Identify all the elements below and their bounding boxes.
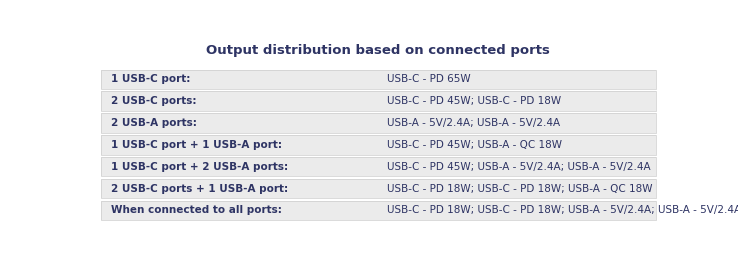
Text: USB-C - PD 45W; USB-A - 5V/2.4A; USB-A - 5V/2.4A: USB-C - PD 45W; USB-A - 5V/2.4A; USB-A -… <box>387 162 650 172</box>
Bar <box>101 157 655 177</box>
Bar <box>101 70 655 89</box>
Text: USB-C - PD 45W; USB-C - PD 18W: USB-C - PD 45W; USB-C - PD 18W <box>387 96 561 106</box>
Text: 2 USB-C ports + 1 USB-A port:: 2 USB-C ports + 1 USB-A port: <box>111 184 288 194</box>
Text: 1 USB-C port + 1 USB-A port:: 1 USB-C port + 1 USB-A port: <box>111 140 282 150</box>
Text: USB-C - PD 18W; USB-C - PD 18W; USB-A - QC 18W: USB-C - PD 18W; USB-C - PD 18W; USB-A - … <box>387 184 652 194</box>
Bar <box>101 135 655 155</box>
Bar <box>101 113 655 133</box>
Bar <box>101 201 655 220</box>
Bar <box>101 179 655 198</box>
Bar <box>101 135 655 155</box>
Text: 1 USB-C port:: 1 USB-C port: <box>111 74 190 84</box>
Bar <box>101 201 655 220</box>
Text: 2 USB-A ports:: 2 USB-A ports: <box>111 118 196 128</box>
Text: 2 USB-C ports:: 2 USB-C ports: <box>111 96 196 106</box>
Text: 1 USB-C port + 2 USB-A ports:: 1 USB-C port + 2 USB-A ports: <box>111 162 288 172</box>
Text: USB-A - 5V/2.4A; USB-A - 5V/2.4A: USB-A - 5V/2.4A; USB-A - 5V/2.4A <box>387 118 560 128</box>
Bar <box>101 113 655 133</box>
Text: USB-C - PD 18W; USB-C - PD 18W; USB-A - 5V/2.4A; USB-A - 5V/2.4A: USB-C - PD 18W; USB-C - PD 18W; USB-A - … <box>387 205 738 215</box>
Bar <box>101 157 655 177</box>
Bar <box>101 179 655 198</box>
Text: When connected to all ports:: When connected to all ports: <box>111 205 281 215</box>
Bar <box>101 70 655 89</box>
Bar <box>101 91 655 111</box>
Text: Output distribution based on connected ports: Output distribution based on connected p… <box>207 44 550 57</box>
Text: USB-C - PD 65W: USB-C - PD 65W <box>387 74 470 84</box>
Bar <box>101 91 655 111</box>
Text: USB-C - PD 45W; USB-A - QC 18W: USB-C - PD 45W; USB-A - QC 18W <box>387 140 562 150</box>
